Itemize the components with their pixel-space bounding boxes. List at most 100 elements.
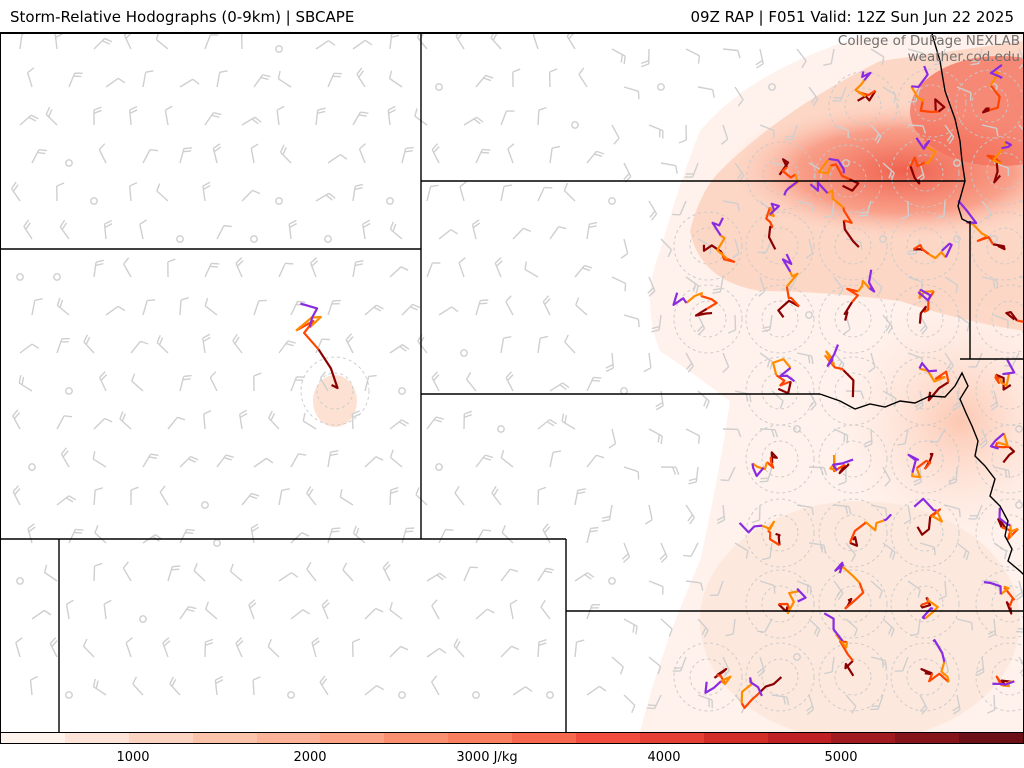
wind-barb: [722, 656, 730, 677]
wind-barb: [389, 486, 399, 506]
hodograph-trace: [817, 158, 832, 175]
hodograph-trace: [765, 206, 774, 228]
hodograph-trace: [786, 271, 799, 288]
wind-barb: [475, 608, 495, 620]
hodograph-trace: [932, 639, 946, 663]
hodograph: [295, 302, 370, 426]
cape-east-lobe: [840, 301, 1024, 541]
hodograph-trace: [796, 588, 807, 603]
wind-barb: [306, 486, 317, 506]
wind-barb: [278, 340, 296, 354]
hodograph-trace: [918, 305, 927, 324]
wind-barb: [475, 299, 489, 316]
wind-barb: [386, 197, 394, 205]
hodograph-trace: [911, 467, 922, 479]
wind-barb: [105, 77, 126, 88]
wind-barb: [16, 273, 24, 281]
hodograph: [890, 424, 960, 494]
wind-barb: [122, 257, 132, 278]
hodograph-trace: [861, 71, 872, 81]
wind-barb: [364, 304, 384, 316]
wind-barb: [12, 485, 21, 506]
wind-barb: [68, 72, 83, 88]
wind-barb: [65, 387, 73, 395]
wind-barb: [213, 539, 221, 547]
wind-barb: [948, 466, 958, 486]
wind-barb: [611, 124, 620, 145]
wind-barb: [364, 607, 384, 620]
wind-barb: [204, 34, 219, 50]
map-panel[interactable]: College of DuPage NEXLAB weather.cod.edu: [0, 32, 1024, 733]
wind-barb: [279, 144, 292, 164]
wind-barb: [586, 604, 601, 620]
wind-barb: [755, 48, 764, 69]
hodograph-trace: [702, 244, 723, 253]
hodograph-trace: [1016, 319, 1024, 323]
wind-barb: [796, 200, 814, 213]
wind-barb: [833, 504, 852, 515]
wind-barb: [202, 333, 211, 354]
wind-barb: [68, 528, 84, 544]
wind-barb: [756, 656, 766, 677]
hodograph: [673, 211, 743, 281]
hodograph-trace: [1002, 359, 1016, 376]
hodograph: [745, 569, 815, 639]
wind-barb: [823, 200, 835, 219]
hodograph-trace: [828, 157, 845, 174]
wind-barb: [315, 192, 336, 202]
wind-barb: [643, 352, 652, 373]
wind-barb: [981, 124, 999, 137]
colorbar-segment: [959, 733, 1023, 743]
hodograph-trace: [915, 137, 931, 150]
wind-barb: [162, 637, 171, 658]
wind-barb: [548, 68, 558, 88]
wind-barb: [608, 197, 616, 205]
wind-barb: [460, 349, 468, 357]
wind-barb: [823, 48, 835, 66]
hodograph-trace: [786, 590, 800, 615]
wind-barb: [93, 487, 104, 506]
wind-barb: [389, 602, 403, 620]
wind-barb: [342, 562, 354, 582]
wind-barb: [542, 295, 551, 316]
hodograph-trace: [994, 374, 1001, 385]
wind-barb: [253, 372, 262, 392]
sbcape-colorbar: [0, 732, 1024, 744]
wind-barb: [167, 565, 181, 582]
wind-barb: [734, 86, 744, 107]
colorbar-tick-label: 1000: [116, 750, 150, 765]
wind-barb: [315, 107, 326, 126]
wind-barb: [132, 676, 144, 696]
hodograph: [975, 569, 1024, 639]
wind-barb: [18, 375, 33, 392]
hodograph-trace: [917, 288, 932, 302]
wind-barb: [202, 181, 211, 202]
hodograph-trace: [770, 451, 778, 464]
wind-barb: [907, 124, 927, 134]
wind-barb: [660, 162, 678, 174]
wind-barb: [387, 105, 397, 126]
wind-barb: [93, 37, 113, 50]
colorbar-segment: [192, 733, 257, 743]
colorbar-segment: [1, 733, 65, 743]
hodograph-trace: [911, 65, 929, 89]
hodograph-trace: [704, 680, 722, 694]
wind-barb: [651, 314, 662, 333]
hodograph-trace: [771, 358, 792, 376]
hodograph-trace: [920, 668, 934, 676]
wind-barb: [870, 276, 883, 295]
wind-barb: [697, 86, 715, 98]
wind-barb: [364, 374, 377, 392]
wind-barb: [204, 111, 222, 126]
wind-barb: [647, 276, 656, 297]
wind-barb: [563, 182, 576, 202]
wind-barb: [130, 486, 139, 506]
wind-barb: [241, 116, 262, 126]
wind-barb: [500, 645, 520, 658]
wind-barb: [65, 159, 73, 167]
wind-barb: [586, 150, 605, 164]
hodograph: [975, 284, 1024, 354]
wind-barb: [179, 605, 197, 620]
wind-barb: [936, 200, 946, 219]
wind-barb: [907, 580, 921, 598]
